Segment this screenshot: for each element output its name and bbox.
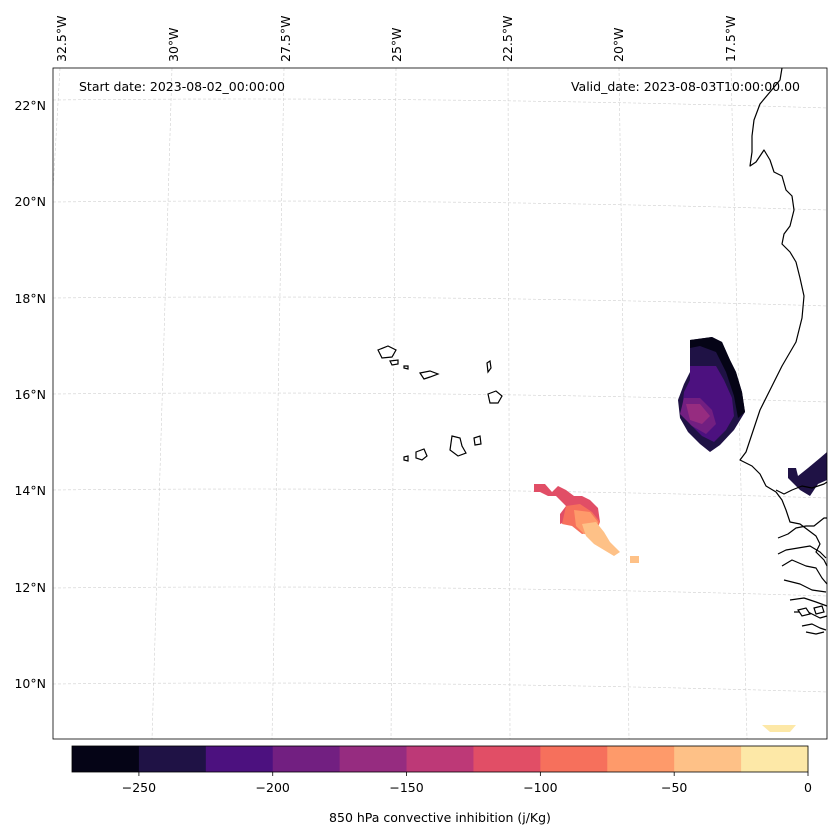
contour-patch-pale (762, 725, 796, 732)
island-fogo (415, 448, 428, 461)
island-santa-luzia (403, 365, 409, 370)
colorbar-swatch (540, 746, 608, 772)
colorbar-swatch (272, 746, 341, 772)
contour-blob-east-core (686, 404, 710, 424)
colorbar-swatch (674, 746, 742, 772)
contour-blob-east-darkest (690, 337, 745, 418)
coast-islet (813, 605, 825, 615)
colorbar-tick-label: 0 (804, 780, 812, 795)
colorbar-swatch (138, 746, 207, 772)
lat-label: 18°N (14, 291, 46, 306)
coast-mainland (739, 67, 828, 567)
colorbar-tick-label: −100 (523, 780, 557, 795)
coast-guinea-bissau (777, 517, 828, 635)
colorbar-tick-label: −50 (661, 780, 687, 795)
cape-verde-islands (377, 345, 503, 462)
valid-date-label: Valid_date: 2023-08-03T10:00:00.00 (571, 79, 800, 94)
lon-label: 17.5°W (723, 16, 738, 62)
colorbar-swatch (473, 746, 541, 772)
colorbar: −250 −200 −150 −100 −50 0 850 hPa convective … (71, 745, 812, 825)
colorbar-swatches (72, 746, 809, 772)
island-boa-vista (487, 390, 503, 404)
lon-label: 20°W (611, 27, 626, 62)
lat-label: 22°N (14, 98, 46, 113)
cin-contours (534, 337, 827, 732)
colorbar-tick-label: −250 (122, 780, 156, 795)
lat-label: 12°N (14, 580, 46, 595)
colorbar-tick-label: −200 (256, 780, 290, 795)
contour-patch-coast (788, 452, 827, 496)
lon-label: 32.5°W (54, 16, 69, 62)
lon-label: 25°W (389, 27, 404, 62)
lat-label: 14°N (14, 483, 46, 498)
island-santo-antao (377, 345, 397, 359)
lat-label: 16°N (14, 387, 46, 402)
lon-label: 27.5°W (278, 16, 293, 62)
island-sao-nicolau (419, 370, 440, 380)
lon-label: 22.5°W (500, 16, 515, 62)
colorbar-tick-label: −150 (389, 780, 423, 795)
colorbar-swatch (607, 746, 675, 772)
map-area (52, 67, 828, 740)
lon-label: 30°W (166, 27, 181, 62)
lat-label: 20°N (14, 194, 46, 209)
coast-senegal-gambia (775, 481, 828, 495)
island-sao-vicente (389, 359, 399, 366)
longitude-labels: 32.5°W 30°W 27.5°W 25°W 22.5°W 20°W 17.5… (54, 16, 738, 62)
contour-streak-light (582, 522, 620, 556)
start-date-label: Start date: 2023-08-02_00:00:00 (79, 79, 285, 94)
coast-bijagos (797, 607, 811, 617)
island-santiago (449, 435, 467, 457)
contour-dot-light (630, 556, 639, 563)
island-sal (486, 359, 492, 374)
lat-label: 10°N (14, 676, 46, 691)
colorbar-ticks: −250 −200 −150 −100 −50 0 (122, 772, 812, 795)
colorbar-swatch (72, 746, 140, 772)
colorbar-label: 850 hPa convective inhibition (j/Kg) (329, 810, 551, 825)
graticule (52, 67, 828, 740)
african-coastline (739, 67, 828, 635)
colorbar-swatch (406, 746, 474, 772)
island-brava (403, 455, 409, 462)
latitude-labels: 22°N 20°N 18°N 16°N 14°N 12°N 10°N (14, 98, 46, 691)
colorbar-swatch (741, 746, 809, 772)
island-maio (473, 435, 482, 446)
colorbar-swatch (339, 746, 408, 772)
colorbar-swatch (205, 746, 274, 772)
